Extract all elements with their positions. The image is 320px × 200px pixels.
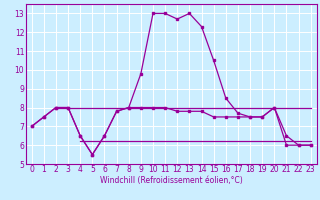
X-axis label: Windchill (Refroidissement éolien,°C): Windchill (Refroidissement éolien,°C) xyxy=(100,176,243,185)
